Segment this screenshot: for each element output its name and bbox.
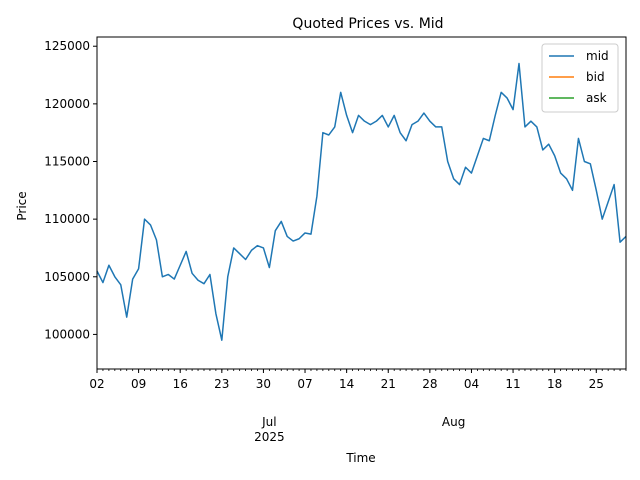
x-tick-label: 16 xyxy=(173,377,188,391)
y-tick-label: 115000 xyxy=(44,155,90,169)
y-axis-label: Price xyxy=(15,191,29,220)
x-tick-label: 02 xyxy=(89,377,104,391)
x-tick-label: 14 xyxy=(339,377,354,391)
x-tick-label: 07 xyxy=(297,377,312,391)
y-tick-label: 120000 xyxy=(44,97,90,111)
series-line-mid xyxy=(96,62,627,341)
x-month-label: Aug xyxy=(442,415,465,429)
y-tick-label: 100000 xyxy=(44,327,90,341)
x-axis-label: Time xyxy=(345,451,375,465)
legend-label-mid: mid xyxy=(586,49,609,63)
y-tick-label: 105000 xyxy=(44,270,90,284)
x-tick-label: 09 xyxy=(131,377,146,391)
x-tick-label: 21 xyxy=(381,377,396,391)
y-tick-label: 125000 xyxy=(44,39,90,53)
x-month-label: Jul xyxy=(261,415,276,429)
x-tick-label: 18 xyxy=(547,377,562,391)
plot-frame xyxy=(96,36,627,370)
x-tick-label: 28 xyxy=(422,377,437,391)
legend-label-ask: ask xyxy=(586,91,607,105)
legend-label-bid: bid xyxy=(586,70,605,84)
y-tick-label: 110000 xyxy=(44,212,90,226)
x-tick-label: 30 xyxy=(256,377,271,391)
x-tick-label: 25 xyxy=(589,377,604,391)
plot-background xyxy=(97,37,626,369)
x-tick-label: 04 xyxy=(464,377,479,391)
chart-title: Quoted Prices vs. Mid xyxy=(292,16,443,32)
x-tick-label: 23 xyxy=(214,377,229,391)
legend: mid bid ask xyxy=(541,43,619,113)
series-layer xyxy=(96,62,627,341)
x-tick-label: 11 xyxy=(505,377,520,391)
y-axis: 100000 105000 110000 115000 120000 125000 xyxy=(44,39,97,341)
plot-area xyxy=(96,36,627,370)
x-year-label: 2025 xyxy=(254,430,285,444)
legend-box xyxy=(541,43,619,113)
